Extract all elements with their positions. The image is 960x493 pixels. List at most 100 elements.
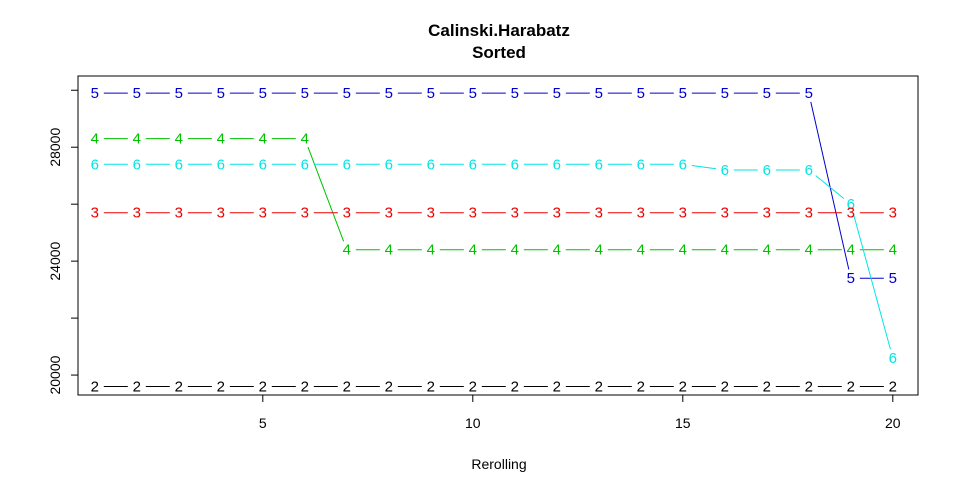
data-point-label: 3 [511, 205, 519, 222]
series-6: 6 6 6 6 6 6 6 6 6 6 6 6 6 6 6 6 6 6 6 6 [91, 156, 897, 367]
data-point-label: 3 [469, 205, 477, 222]
data-point-label: 6 [595, 156, 603, 173]
data-point-label: 6 [721, 162, 729, 179]
data-point-label: 2 [595, 378, 603, 395]
series-segment [852, 212, 891, 350]
data-point-label: 3 [343, 205, 351, 222]
y-axis: 20000 24000 28000 [47, 89, 78, 395]
series-segment [815, 175, 845, 199]
data-point-label: 3 [91, 205, 99, 222]
data-point-label: 6 [91, 156, 99, 173]
data-point-label: 5 [469, 85, 477, 102]
data-point-label: 2 [91, 378, 99, 395]
x-axis-label: Rerolling [471, 456, 526, 472]
data-point-label: 2 [175, 378, 183, 395]
data-point-label: 6 [805, 162, 813, 179]
data-point-label: 5 [721, 85, 729, 102]
data-point-label: 3 [721, 205, 729, 222]
data-point-label: 2 [343, 378, 351, 395]
data-point-label: 2 [847, 378, 855, 395]
series-4: 4 4 4 4 4 4 4 4 4 4 4 4 4 4 4 4 4 4 4 4 [91, 131, 897, 259]
data-point-label: 4 [763, 242, 771, 259]
data-point-label: 3 [679, 205, 687, 222]
data-point-label: 3 [427, 205, 435, 222]
x-tick-label: 5 [259, 415, 267, 431]
data-point-label: 2 [469, 378, 477, 395]
data-point-label: 5 [553, 85, 561, 102]
series-segment [810, 101, 850, 270]
data-point-label: 6 [469, 156, 477, 173]
data-point-label: 4 [133, 131, 141, 148]
data-point-label: 5 [217, 85, 225, 102]
data-point-label: 4 [889, 242, 897, 259]
data-point-label: 4 [217, 131, 225, 148]
data-point-label: 3 [805, 205, 813, 222]
data-point-label: 6 [679, 156, 687, 173]
plot-box [77, 75, 919, 396]
data-point-label: 6 [133, 156, 141, 173]
data-point-label: 3 [637, 205, 645, 222]
x-tick-label: 10 [465, 415, 481, 431]
data-point-label: 4 [175, 131, 183, 148]
data-point-label: 5 [763, 85, 771, 102]
chart-title: Calinski.Harabatz [428, 21, 570, 40]
data-point-label: 6 [259, 156, 267, 173]
x-axis: 5 10 15 20 [259, 395, 901, 431]
data-point-label: 4 [847, 242, 855, 259]
data-point-label: 4 [595, 242, 603, 259]
data-point-label: 6 [511, 156, 519, 173]
data-point-label: 2 [427, 378, 435, 395]
data-point-label: 3 [385, 205, 393, 222]
data-point-label: 4 [805, 242, 813, 259]
data-point-label: 5 [343, 85, 351, 102]
data-point-label: 5 [805, 85, 813, 102]
series-segment [307, 146, 345, 242]
y-tick-label: 24000 [47, 241, 63, 280]
y-tick-label: 28000 [47, 128, 63, 167]
data-point-label: 5 [427, 85, 435, 102]
chart-subtitle: Sorted [472, 43, 526, 62]
data-point-label: 4 [259, 131, 267, 148]
data-point-label: 5 [133, 85, 141, 102]
data-point-label: 3 [259, 205, 267, 222]
data-point-label: 2 [763, 378, 771, 395]
data-point-label: 6 [889, 350, 897, 367]
data-point-label: 4 [637, 242, 645, 259]
data-point-label: 4 [553, 242, 561, 259]
data-point-label: 4 [343, 242, 351, 259]
data-point-label: 6 [301, 156, 309, 173]
data-point-label: 6 [427, 156, 435, 173]
data-point-label: 6 [343, 156, 351, 173]
x-tick-label: 20 [885, 415, 901, 431]
series-2: 2 2 2 2 2 2 2 2 2 2 2 2 2 2 2 2 2 2 2 2 [91, 378, 897, 395]
data-point-label: 6 [217, 156, 225, 173]
data-point-label: 4 [679, 242, 687, 259]
data-point-label: 6 [637, 156, 645, 173]
data-point-label: 2 [511, 378, 519, 395]
data-point-label: 5 [259, 85, 267, 102]
data-point-label: 5 [679, 85, 687, 102]
data-point-label: 4 [511, 242, 519, 259]
data-point-label: 2 [133, 378, 141, 395]
data-point-label: 4 [385, 242, 393, 259]
data-point-label: 4 [469, 242, 477, 259]
data-point-label: 2 [385, 378, 393, 395]
data-point-label: 5 [385, 85, 393, 102]
series-5: 5 5 5 5 5 5 5 5 5 5 5 5 5 5 5 5 5 5 5 5 [91, 85, 897, 287]
data-point-label: 2 [553, 378, 561, 395]
data-point-label: 6 [763, 162, 771, 179]
data-point-label: 3 [217, 205, 225, 222]
data-point-label: 5 [637, 85, 645, 102]
series-3: 3 3 3 3 3 3 3 3 3 3 3 3 3 3 3 3 3 3 3 3 [91, 205, 897, 222]
data-point-label: 2 [217, 378, 225, 395]
data-point-label: 5 [847, 270, 855, 287]
data-point-label: 2 [721, 378, 729, 395]
data-point-label: 2 [259, 378, 267, 395]
data-point-label: 2 [889, 378, 897, 395]
data-point-label: 2 [805, 378, 813, 395]
data-point-label: 3 [553, 205, 561, 222]
data-point-label: 5 [301, 85, 309, 102]
data-point-label: 5 [889, 270, 897, 287]
data-point-label: 3 [847, 205, 855, 222]
